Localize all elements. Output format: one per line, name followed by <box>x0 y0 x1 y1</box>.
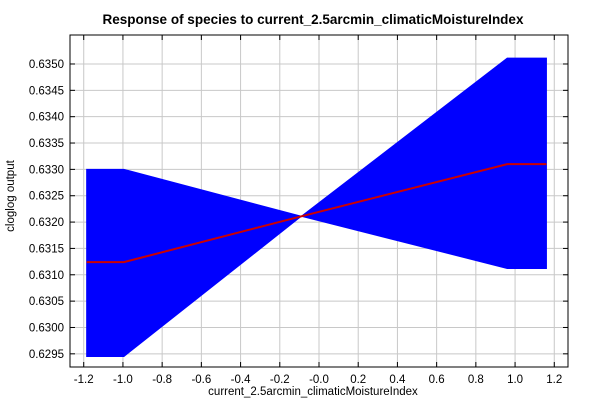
x-tick-label: -0.8 <box>152 374 172 386</box>
confidence-band <box>86 57 547 357</box>
y-tick-label: 0.6330 <box>29 164 64 176</box>
x-tick-label: -0.0 <box>309 374 329 386</box>
x-tick-label: 0.4 <box>389 374 406 386</box>
x-tick-label: 0.6 <box>429 374 445 386</box>
y-tick-label: 0.6325 <box>29 191 64 203</box>
y-tick-label: 0.6300 <box>29 322 64 334</box>
x-tick-label: -0.6 <box>191 374 211 386</box>
y-axis-label: cloglog output <box>5 159 17 231</box>
x-axis-ticks: -1.2 -1.0 -0.8 -0.6 -0.4 -0.2 -0.0 0.2 0.4 0.6 0.8… <box>74 35 562 386</box>
y-tick-label: 0.6310 <box>29 270 64 282</box>
x-tick-label: -0.4 <box>231 374 251 386</box>
y-tick-label: 0.6335 <box>29 138 64 150</box>
chart-title: Response of species to current_2.5arcmin… <box>103 12 524 27</box>
y-tick-label: 0.6320 <box>29 217 64 229</box>
x-axis-label: current_2.5arcmin_climaticMoistureIndex <box>208 386 418 398</box>
mean-response-line <box>86 163 547 264</box>
y-tick-label: 0.6305 <box>29 296 64 308</box>
y-tick-label: 0.6295 <box>29 349 64 361</box>
x-tick-label: -1.0 <box>113 374 133 386</box>
y-tick-label: 0.6345 <box>29 85 64 97</box>
y-axis-ticks: 0.6295 0.6300 0.6305 0.6310 0.6315 0.6320 0.63… <box>29 59 568 361</box>
y-tick-label: 0.6350 <box>29 59 64 71</box>
x-tick-label: 0.2 <box>350 374 366 386</box>
x-tick-label: 0.8 <box>468 374 484 386</box>
x-tick-label: -1.2 <box>74 374 94 386</box>
x-tick-label: -0.2 <box>270 374 290 386</box>
x-tick-label: 1.0 <box>507 374 523 386</box>
x-tick-label: 1.2 <box>546 374 562 386</box>
mean-response-polyline <box>86 163 547 264</box>
y-tick-label: 0.6315 <box>29 243 64 255</box>
y-tick-label: 0.6340 <box>29 112 64 124</box>
confidence-band-area <box>86 57 547 357</box>
